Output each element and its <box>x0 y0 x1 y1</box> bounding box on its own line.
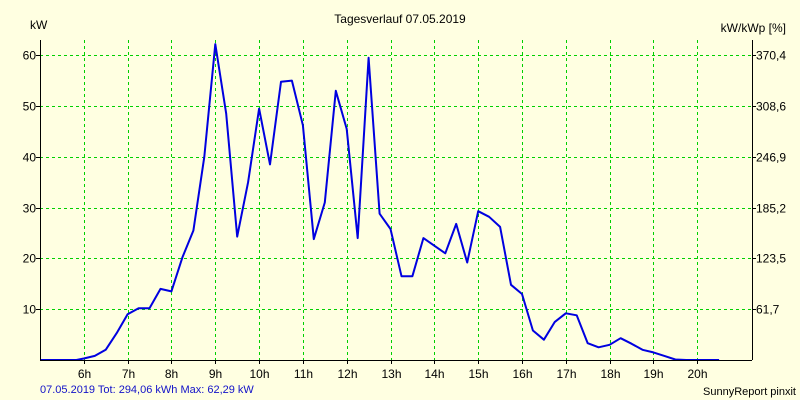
x-tick-label: 19h <box>643 367 663 381</box>
series-layer <box>40 43 720 361</box>
y-right-tick-label: 61,7 <box>756 303 780 317</box>
x-tick-label: 15h <box>468 367 488 381</box>
y-left-tick-label: 60 <box>23 49 37 63</box>
x-tick-label: 14h <box>424 367 444 381</box>
plot-background <box>40 40 752 360</box>
y-right-tick-label: 123,5 <box>756 252 786 266</box>
x-tick-label: 20h <box>687 367 707 381</box>
x-tick-label: 18h <box>600 367 620 381</box>
y-left-tick-label: 40 <box>23 151 37 165</box>
x-tick-label: 8h <box>165 367 178 381</box>
x-tick-label: 16h <box>512 367 532 381</box>
footer-branding: SunnyReport pinxit <box>703 386 796 398</box>
y-left-tick-label: 20 <box>23 252 37 266</box>
y-right-tick-label: 370,4 <box>756 49 786 63</box>
grid <box>40 40 752 360</box>
y-left-tick-label: 10 <box>23 303 37 317</box>
x-tick-label: 17h <box>556 367 576 381</box>
x-tick-label: 12h <box>337 367 357 381</box>
x-tick-label: 11h <box>294 367 313 381</box>
axis-ticks: 6h 7h 8h 9h 10h 11h 12h 13h 14h 15h 16h 17h 18h 19h 20… <box>23 49 787 382</box>
y-left-tick-label: 50 <box>23 100 37 114</box>
footer-summary: 07.05.2019 Tot: 294,06 kWh Max: 62,29 kW <box>40 384 254 396</box>
series-line <box>40 43 720 361</box>
y-right-tick-label: 185,2 <box>756 202 786 216</box>
x-tick-label: 13h <box>381 367 401 381</box>
y-left-tick-label: 30 <box>23 202 37 216</box>
y-right-tick-label: 308,6 <box>756 100 786 114</box>
plot-frame <box>40 40 753 361</box>
y-axis-right-label: kW/kWp [%] <box>720 21 786 35</box>
x-tick-label: 7h <box>122 367 135 381</box>
y-right-tick-label: 246,9 <box>756 151 786 165</box>
x-tick-label: 9h <box>209 367 222 381</box>
x-tick-label: 10h <box>249 367 269 381</box>
x-tick-label: 6h <box>78 367 91 381</box>
y-axis-left-label: kW <box>30 18 48 32</box>
chart-title: Tagesverlauf 07.05.2019 <box>334 12 466 26</box>
